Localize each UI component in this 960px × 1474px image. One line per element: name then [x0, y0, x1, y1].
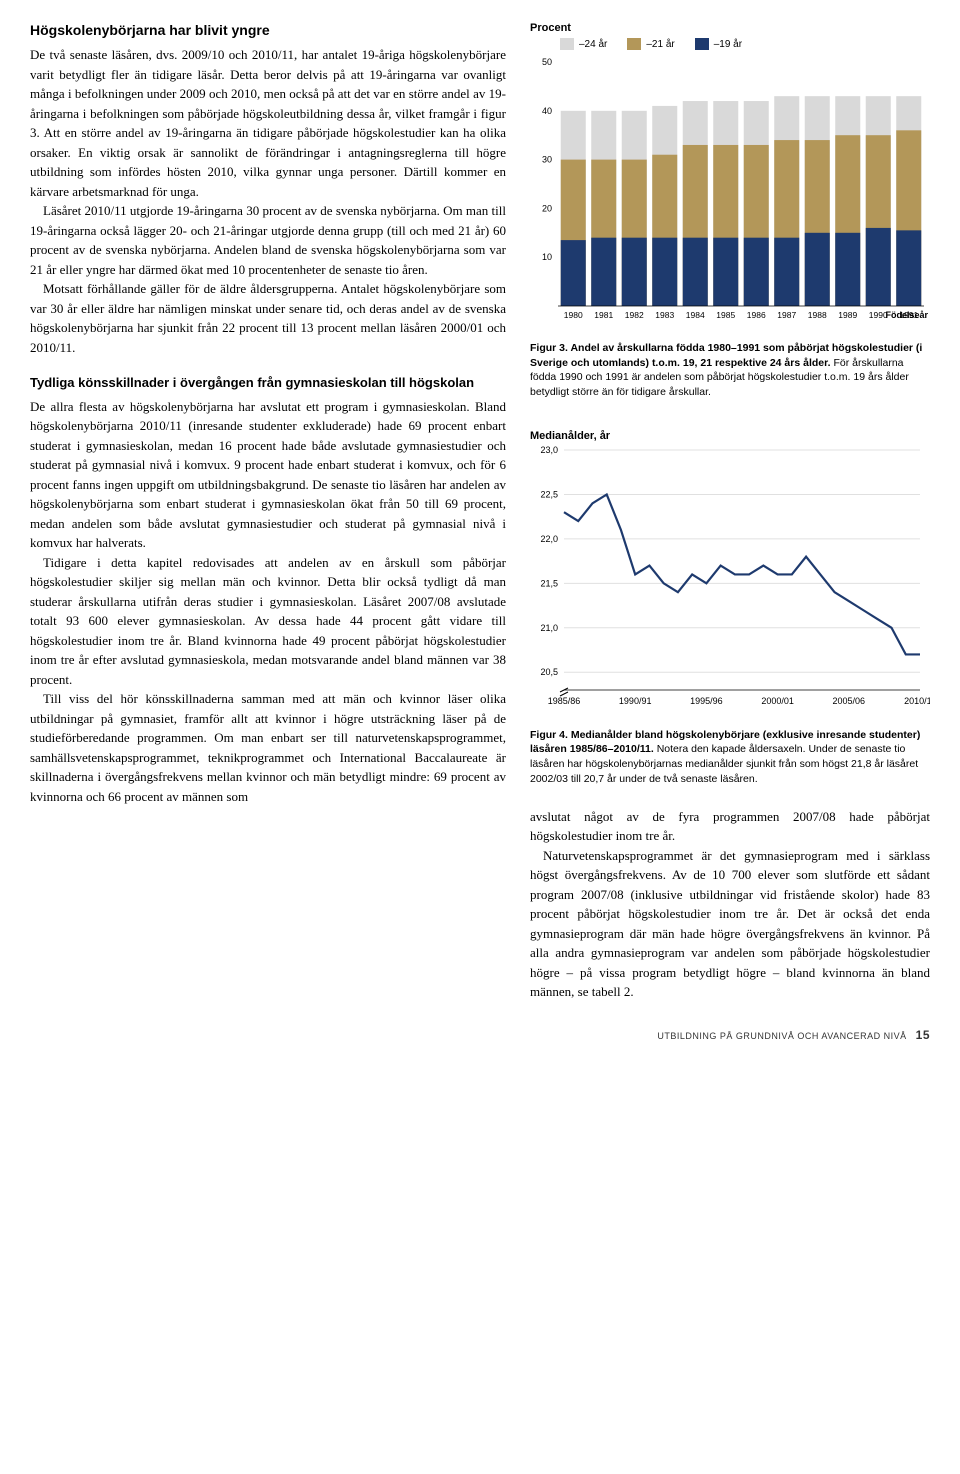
svg-text:21,5: 21,5 — [540, 579, 558, 589]
legend-item: –24 år — [560, 37, 607, 52]
body-paragraph: De allra flesta av högskolenybörjarna ha… — [30, 397, 506, 553]
legend-item: –19 år — [695, 37, 742, 52]
body-paragraph: avslutat något av de fyra programmen 200… — [530, 807, 930, 846]
line-chart-svg: 20,5 21,0 21,5 22,0 22,5 23,0 1985/86 1990/91 19… — [530, 444, 930, 714]
legend-item: –21 år — [627, 37, 674, 52]
svg-text:1981: 1981 — [594, 310, 613, 320]
svg-text:1985: 1985 — [716, 310, 735, 320]
svg-text:23,0: 23,0 — [540, 445, 558, 455]
body-paragraph: Motsatt förhållande gäller för de äldre … — [30, 279, 506, 357]
body-paragraph: Läsåret 2010/11 utgjorde 19-åringarna 30… — [30, 201, 506, 279]
svg-text:1989: 1989 — [838, 310, 857, 320]
bar-chart: Procent –24 år –21 år –19 år 10 20 30 40 50 198… — [530, 20, 930, 400]
svg-text:1990/91: 1990/91 — [619, 696, 652, 706]
svg-text:2005/06: 2005/06 — [833, 696, 866, 706]
bar-chart-svg: 10 20 30 40 50 1980 1981 1982 1983 1984 1985 1986 19… — [530, 58, 930, 328]
svg-text:10: 10 — [542, 252, 552, 262]
svg-text:20: 20 — [542, 203, 552, 213]
svg-text:22,0: 22,0 — [540, 534, 558, 544]
body-paragraph: Naturvetenskapsprogrammet är det gymnasi… — [530, 846, 930, 1002]
legend-swatch — [695, 38, 709, 50]
svg-text:1986: 1986 — [747, 310, 766, 320]
svg-text:22,5: 22,5 — [540, 490, 558, 500]
svg-text:50: 50 — [542, 58, 552, 67]
svg-text:Födelseår: Födelseår — [885, 310, 928, 320]
svg-text:1983: 1983 — [655, 310, 674, 320]
body-paragraph: De två senaste läsåren, dvs. 2009/10 och… — [30, 45, 506, 201]
svg-text:1995/96: 1995/96 — [690, 696, 723, 706]
page-footer: UTBILDNING PÅ GRUNDNIVÅ OCH AVANCERAD NI… — [30, 1026, 930, 1044]
line-chart: Medianålder, år 20,5 21,0 21,5 22,0 22,5 23,0… — [530, 428, 930, 787]
legend-label: –21 år — [646, 37, 674, 52]
body-paragraph: Tidigare i detta kapitel redovisades att… — [30, 553, 506, 690]
legend-label: –24 år — [579, 37, 607, 52]
line-chart-title: Medianålder, år — [530, 428, 930, 445]
bar-chart-title: Procent — [530, 20, 930, 37]
subsection-heading: Tydliga könsskillnader i övergången från… — [30, 373, 506, 393]
footer-text: UTBILDNING PÅ GRUNDNIVÅ OCH AVANCERAD NI… — [657, 1031, 906, 1041]
page-number: 15 — [916, 1028, 930, 1042]
svg-text:2000/01: 2000/01 — [761, 696, 794, 706]
legend-label: –19 år — [714, 37, 742, 52]
svg-text:20,5: 20,5 — [540, 667, 558, 677]
svg-text:2010/11: 2010/11 — [904, 696, 930, 706]
svg-text:1984: 1984 — [686, 310, 705, 320]
bar-chart-caption: Figur 3. Andel av årskullarna födda 1980… — [530, 341, 930, 400]
svg-text:30: 30 — [542, 154, 552, 164]
bar-chart-legend: –24 år –21 år –19 år — [560, 37, 930, 52]
svg-text:21,0: 21,0 — [540, 623, 558, 633]
svg-text:1988: 1988 — [808, 310, 827, 320]
svg-text:1985/86: 1985/86 — [548, 696, 581, 706]
svg-text:1980: 1980 — [564, 310, 583, 320]
section-heading: Högskolenybörjarna har blivit yngre — [30, 20, 506, 41]
svg-text:1987: 1987 — [777, 310, 796, 320]
line-chart-caption: Figur 4. Medianålder bland högskolenybör… — [530, 728, 930, 787]
svg-text:40: 40 — [542, 105, 552, 115]
body-paragraph: Till viss del hör könsskillnaderna samma… — [30, 689, 506, 806]
legend-swatch — [560, 38, 574, 50]
svg-text:1982: 1982 — [625, 310, 644, 320]
legend-swatch — [627, 38, 641, 50]
